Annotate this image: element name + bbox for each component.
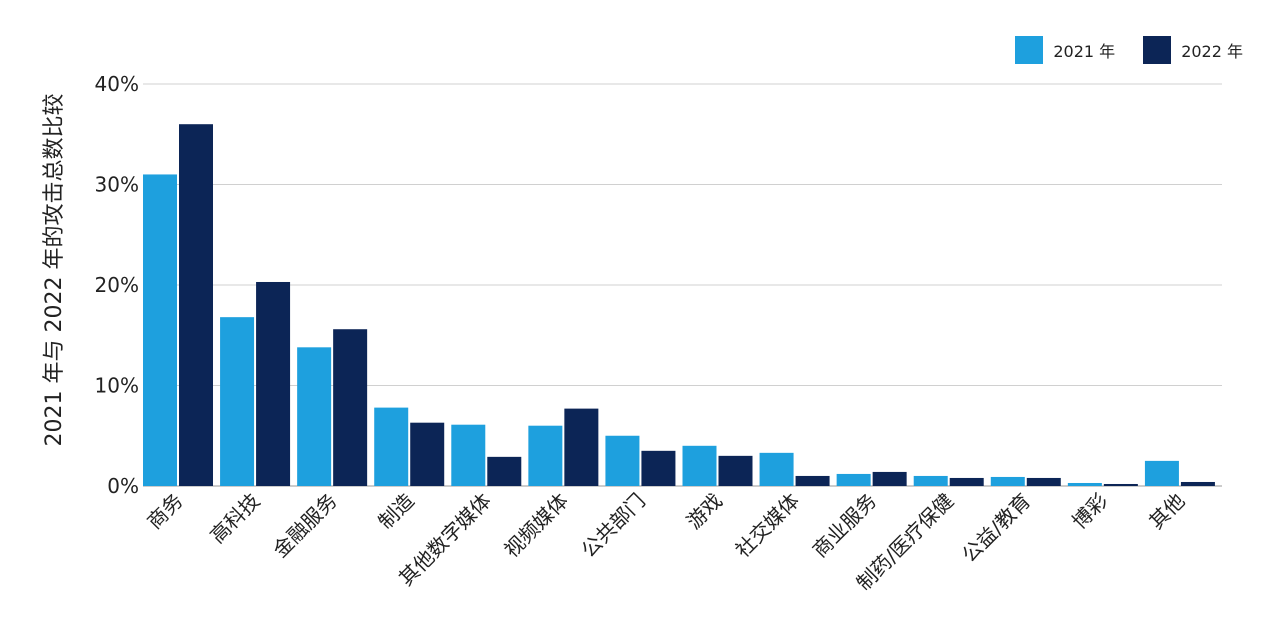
x-tick-label: 商业服务 bbox=[808, 489, 882, 563]
y-tick-label: 10% bbox=[95, 374, 139, 398]
bar-2022 bbox=[641, 450, 676, 486]
bar-2022 bbox=[333, 329, 368, 486]
y-tick-label: 30% bbox=[95, 173, 139, 197]
bar-2021 bbox=[990, 476, 1025, 486]
legend-item-2021: 2021 年 bbox=[1015, 36, 1115, 64]
y-tick-label: 40% bbox=[95, 72, 139, 96]
bar-2022 bbox=[795, 475, 830, 486]
bar-2021 bbox=[1144, 460, 1179, 486]
bar-2022 bbox=[256, 281, 291, 486]
bar-2022 bbox=[872, 471, 907, 486]
x-tick-label: 其他 bbox=[1144, 489, 1189, 534]
bar-2022 bbox=[1180, 481, 1215, 486]
x-tick-label: 视频媒体 bbox=[499, 489, 573, 563]
bar-2021 bbox=[682, 445, 717, 486]
x-tick-label: 高科技 bbox=[205, 489, 264, 548]
x-tick-label: 游戏 bbox=[682, 489, 727, 534]
legend-label-2021: 2021 年 bbox=[1053, 42, 1116, 61]
bar-2021 bbox=[297, 347, 332, 486]
bar-2021 bbox=[374, 407, 409, 486]
legend-label-2022: 2022 年 bbox=[1181, 42, 1243, 61]
x-tick-label: 金融服务 bbox=[268, 489, 342, 563]
legend: 2021 年 2022 年 bbox=[1015, 36, 1243, 64]
y-tick-label: 0% bbox=[107, 474, 139, 498]
legend-item-2022: 2022 年 bbox=[1143, 36, 1243, 64]
bar-2021 bbox=[759, 452, 794, 486]
bar-2021 bbox=[836, 473, 871, 486]
x-tick-label: 公共部门 bbox=[576, 489, 650, 563]
bar-2022 bbox=[410, 422, 445, 486]
x-tick-label: 制造 bbox=[373, 489, 418, 534]
x-tick-label: 商务 bbox=[142, 489, 187, 534]
bar-2021 bbox=[143, 174, 177, 486]
bar-2022 bbox=[179, 124, 213, 486]
x-tick-label: 公益/教育 bbox=[957, 489, 1035, 567]
bar-2022 bbox=[564, 408, 599, 486]
legend-swatch-2022 bbox=[1143, 36, 1172, 64]
bar-2021 bbox=[451, 424, 486, 486]
x-tick-label: 博彩 bbox=[1067, 489, 1112, 534]
bar-2021 bbox=[605, 435, 640, 486]
y-tick-label: 20% bbox=[95, 273, 139, 297]
bar-2022 bbox=[718, 455, 753, 486]
x-tick-label: 社交媒体 bbox=[731, 489, 805, 563]
bar-2022 bbox=[487, 456, 522, 486]
bar-2022 bbox=[1026, 477, 1061, 486]
bar-2021 bbox=[220, 317, 255, 486]
bar-2021 bbox=[913, 475, 948, 486]
legend-swatch-2021 bbox=[1015, 36, 1044, 64]
bar-2021 bbox=[1067, 482, 1102, 486]
bar-2022 bbox=[1103, 483, 1138, 486]
bar-2021 bbox=[528, 425, 563, 486]
y-axis-title: 2021 年与 2022 年的攻击总数比较 bbox=[42, 93, 67, 447]
bar-2022 bbox=[949, 477, 984, 486]
